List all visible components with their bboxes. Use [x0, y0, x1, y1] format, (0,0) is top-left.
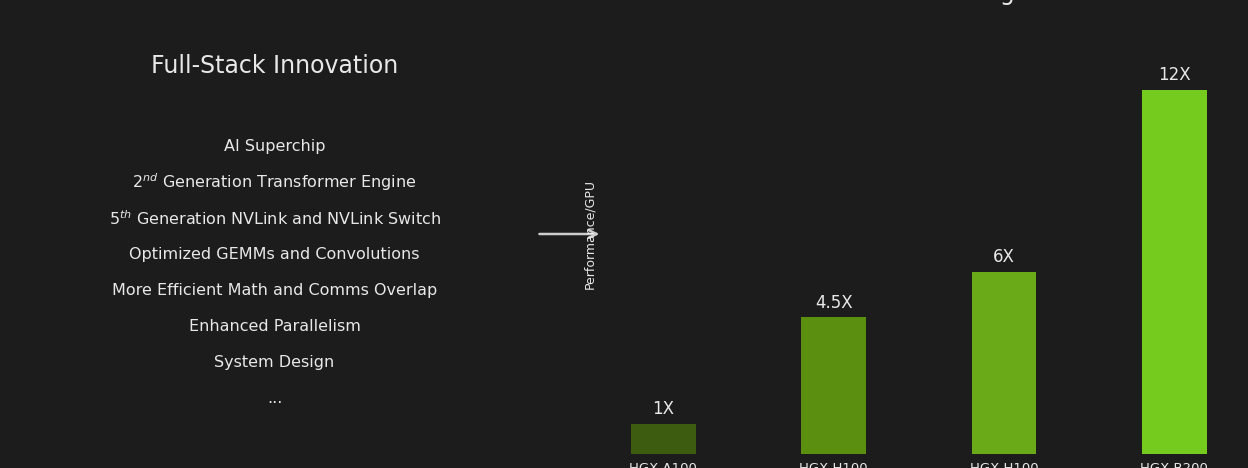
- Bar: [801, 317, 866, 454]
- Bar: [972, 272, 1036, 454]
- Text: Optimized GEMMs and Convolutions: Optimized GEMMs and Convolutions: [130, 247, 419, 262]
- Text: ...: ...: [267, 391, 282, 406]
- Text: AI Superchip: AI Superchip: [223, 139, 326, 154]
- Text: More Efficient Math and Comms Overlap: More Efficient Math and Comms Overlap: [112, 283, 437, 298]
- Text: Enhanced Parallelism: Enhanced Parallelism: [188, 319, 361, 334]
- Text: Full-Stack Innovation: Full-Stack Innovation: [151, 54, 398, 78]
- Text: 6X: 6X: [993, 249, 1015, 266]
- Text: 5$^{th}$ Generation NVLink and NVLink Switch: 5$^{th}$ Generation NVLink and NVLink Sw…: [109, 209, 441, 227]
- Text: 4.5X: 4.5X: [815, 294, 852, 312]
- Text: 12X: 12X: [1158, 66, 1191, 84]
- Text: System Design: System Design: [215, 355, 334, 370]
- Y-axis label: Performance/GPU: Performance/GPU: [584, 179, 597, 289]
- Bar: [631, 424, 695, 454]
- Bar: [1142, 90, 1207, 454]
- Text: 2$^{nd}$ Generation Transformer Engine: 2$^{nd}$ Generation Transformer Engine: [132, 171, 417, 193]
- Title: LLM Pre-Training: LLM Pre-Training: [822, 0, 1015, 5]
- Text: 1X: 1X: [653, 400, 674, 418]
